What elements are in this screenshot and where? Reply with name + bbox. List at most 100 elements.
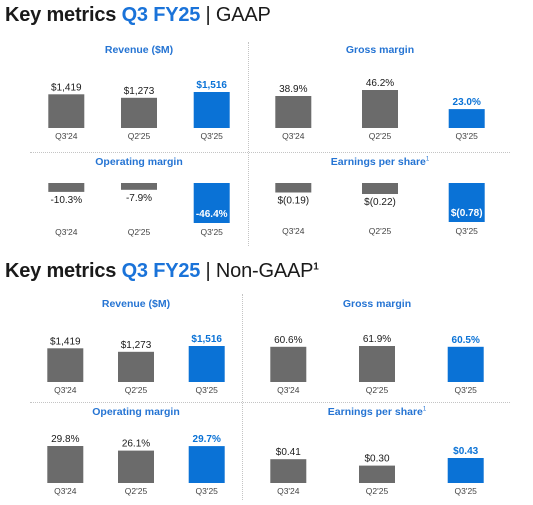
category-label: Q2'25 — [366, 385, 389, 395]
category-label: Q3'25 — [200, 227, 223, 237]
category-label: Q2'25 — [125, 486, 148, 496]
category-label: Q3'25 — [455, 226, 478, 236]
bar-Q3'24 — [47, 348, 84, 382]
bar-Q2'25 — [359, 346, 395, 382]
chart-title: Revenue ($M) — [104, 44, 174, 56]
bar-Q3'25 — [448, 183, 485, 222]
value-label: $0.30 — [364, 454, 389, 465]
chart-title: Gross margin — [342, 298, 412, 310]
value-label: $1,516 — [196, 80, 227, 91]
bar-Q3'24 — [275, 183, 312, 193]
value-label: -7.9% — [126, 193, 152, 204]
bar-Q2'25 — [362, 183, 398, 194]
category-label: Q2'25 — [369, 226, 392, 236]
value-label: 26.1% — [122, 439, 150, 450]
category-label: Q3'25 — [454, 385, 477, 395]
value-label: $0.41 — [276, 447, 301, 458]
category-label: Q2'25 — [125, 385, 148, 395]
value-label: 38.9% — [279, 84, 307, 95]
chart-title: Operating margin — [95, 156, 183, 168]
category-label: Q3'25 — [200, 131, 223, 141]
value-label: 60.5% — [452, 335, 480, 346]
category-label: Q3'24 — [55, 227, 78, 237]
bar-Q3'25 — [188, 346, 225, 382]
category-label: Q3'25 — [195, 486, 218, 496]
value-label: $1,419 — [50, 336, 81, 347]
section-heading-gaap: Key metrics Q3 FY25 | GAAP — [5, 4, 271, 27]
bar-Q2'25 — [118, 450, 154, 483]
value-label: 29.8% — [51, 434, 79, 445]
category-label: Q3'24 — [54, 385, 77, 395]
value-label: 23.0% — [453, 97, 481, 108]
category-label: Q3'24 — [282, 226, 305, 236]
bar-Q3'24 — [48, 183, 85, 192]
bar-Q2'25 — [118, 351, 154, 382]
category-label: Q2'25 — [369, 131, 392, 141]
bar-chart: $(0.19) Q3'24 $(0.22) Q2'25 $(0.78) Q3'25 — [275, 183, 485, 236]
value-label: $1,273 — [121, 340, 152, 351]
value-label: 29.7% — [193, 434, 221, 445]
bar-Q3'24 — [47, 446, 84, 483]
bar-Q3'24 — [275, 96, 312, 128]
value-label: $1,419 — [51, 82, 82, 93]
heading-suffix: GAAP — [215, 4, 271, 26]
bar-Q3'24 — [48, 94, 85, 128]
category-label: Q3'25 — [195, 385, 218, 395]
chart-panel-nongaap-revenue: Revenue ($M) $1,419 Q3'24 $1,273 Q2'25 $1,51… — [30, 296, 242, 402]
bar-chart: $1,419 Q3'24 $1,273 Q2'25 $1,516 Q3'25 — [48, 80, 230, 141]
category-label: Q3'24 — [55, 131, 78, 141]
grid-divider-horizontal — [30, 402, 510, 403]
chart-panel-gaap-revenue: Revenue ($M) $1,419 Q3'24 $1,273 Q2'25 $1,51… — [30, 42, 248, 150]
chart-panel-gaap-eps: Earnings per share1 $(0.19) Q3'24 $(0.22) Q… — [250, 154, 510, 250]
bar-Q2'25 — [359, 465, 395, 483]
value-label: $1,516 — [191, 334, 222, 345]
chart-panel-gaap-operating-margin: Operating margin -10.3% Q3'24 -7.9% Q2'25 -4… — [30, 154, 248, 250]
chart-panel-gaap-gross-margin: Gross margin 38.9% Q3'24 46.2% Q2'25 23.0% Q3… — [250, 42, 510, 150]
chart-panel-nongaap-gross-margin: Gross margin 60.6% Q3'24 61.9% Q2'25 60.5% Q3… — [244, 296, 510, 402]
heading-separator: | — [200, 260, 216, 282]
category-label: Q3'25 — [454, 486, 477, 496]
bar-chart: -10.3% Q3'24 -7.9% Q2'25 -46.4% Q3'25 — [48, 183, 230, 237]
value-label: 61.9% — [363, 334, 391, 345]
value-label: -10.3% — [50, 195, 82, 206]
heading-period: Q3 FY25 — [121, 4, 201, 26]
value-label: 60.6% — [274, 335, 302, 346]
grid-divider-horizontal — [30, 152, 510, 153]
chart-title: Earnings per share1 — [327, 406, 427, 418]
value-label: $(0.19) — [277, 196, 309, 207]
value-label: $0.43 — [453, 446, 478, 457]
bar-Q3'24 — [270, 459, 307, 483]
category-label: Q3'24 — [277, 385, 300, 395]
bar-Q3'25 — [447, 346, 484, 382]
category-label: Q3'24 — [54, 486, 77, 496]
chart-title: Gross margin — [345, 44, 415, 56]
chart-panel-nongaap-operating-margin: Operating margin 29.8% Q3'24 26.1% Q2'25 29.… — [30, 404, 242, 500]
bar-chart: $1,419 Q3'24 $1,273 Q2'25 $1,516 Q3'25 — [47, 334, 225, 395]
category-label: Q3'24 — [282, 131, 305, 141]
heading-period: Q3 FY25 — [121, 260, 201, 282]
heading-footnote: 1 — [313, 261, 319, 273]
heading-prefix: Key metrics — [5, 260, 122, 282]
value-label: $(0.22) — [364, 197, 396, 208]
bar-chart: 29.8% Q3'24 26.1% Q2'25 29.7% Q3'25 — [47, 434, 225, 496]
value-label: 46.2% — [366, 78, 394, 89]
bar-Q2'25 — [121, 183, 157, 190]
value-label: -46.4% — [196, 209, 228, 220]
chart-title: Operating margin — [92, 406, 180, 418]
bar-Q3'25 — [193, 92, 230, 128]
bar-Q3'25 — [448, 109, 485, 128]
grid-divider-vertical — [242, 294, 243, 500]
chart-title: Revenue ($M) — [101, 298, 171, 310]
value-label: $(0.78) — [451, 208, 483, 219]
bar-Q3'25 — [188, 446, 225, 483]
heading-prefix: Key metrics — [5, 4, 122, 26]
category-label: Q2'25 — [366, 486, 389, 496]
chart-title: Earnings per share1 — [330, 156, 430, 168]
category-label: Q3'25 — [455, 131, 478, 141]
bar-Q3'25 — [447, 458, 484, 483]
category-label: Q2'25 — [128, 227, 151, 237]
category-label: Q3'24 — [277, 486, 300, 496]
grid-divider-vertical — [248, 42, 249, 246]
bar-Q2'25 — [121, 97, 157, 128]
bar-Q2'25 — [362, 90, 398, 128]
